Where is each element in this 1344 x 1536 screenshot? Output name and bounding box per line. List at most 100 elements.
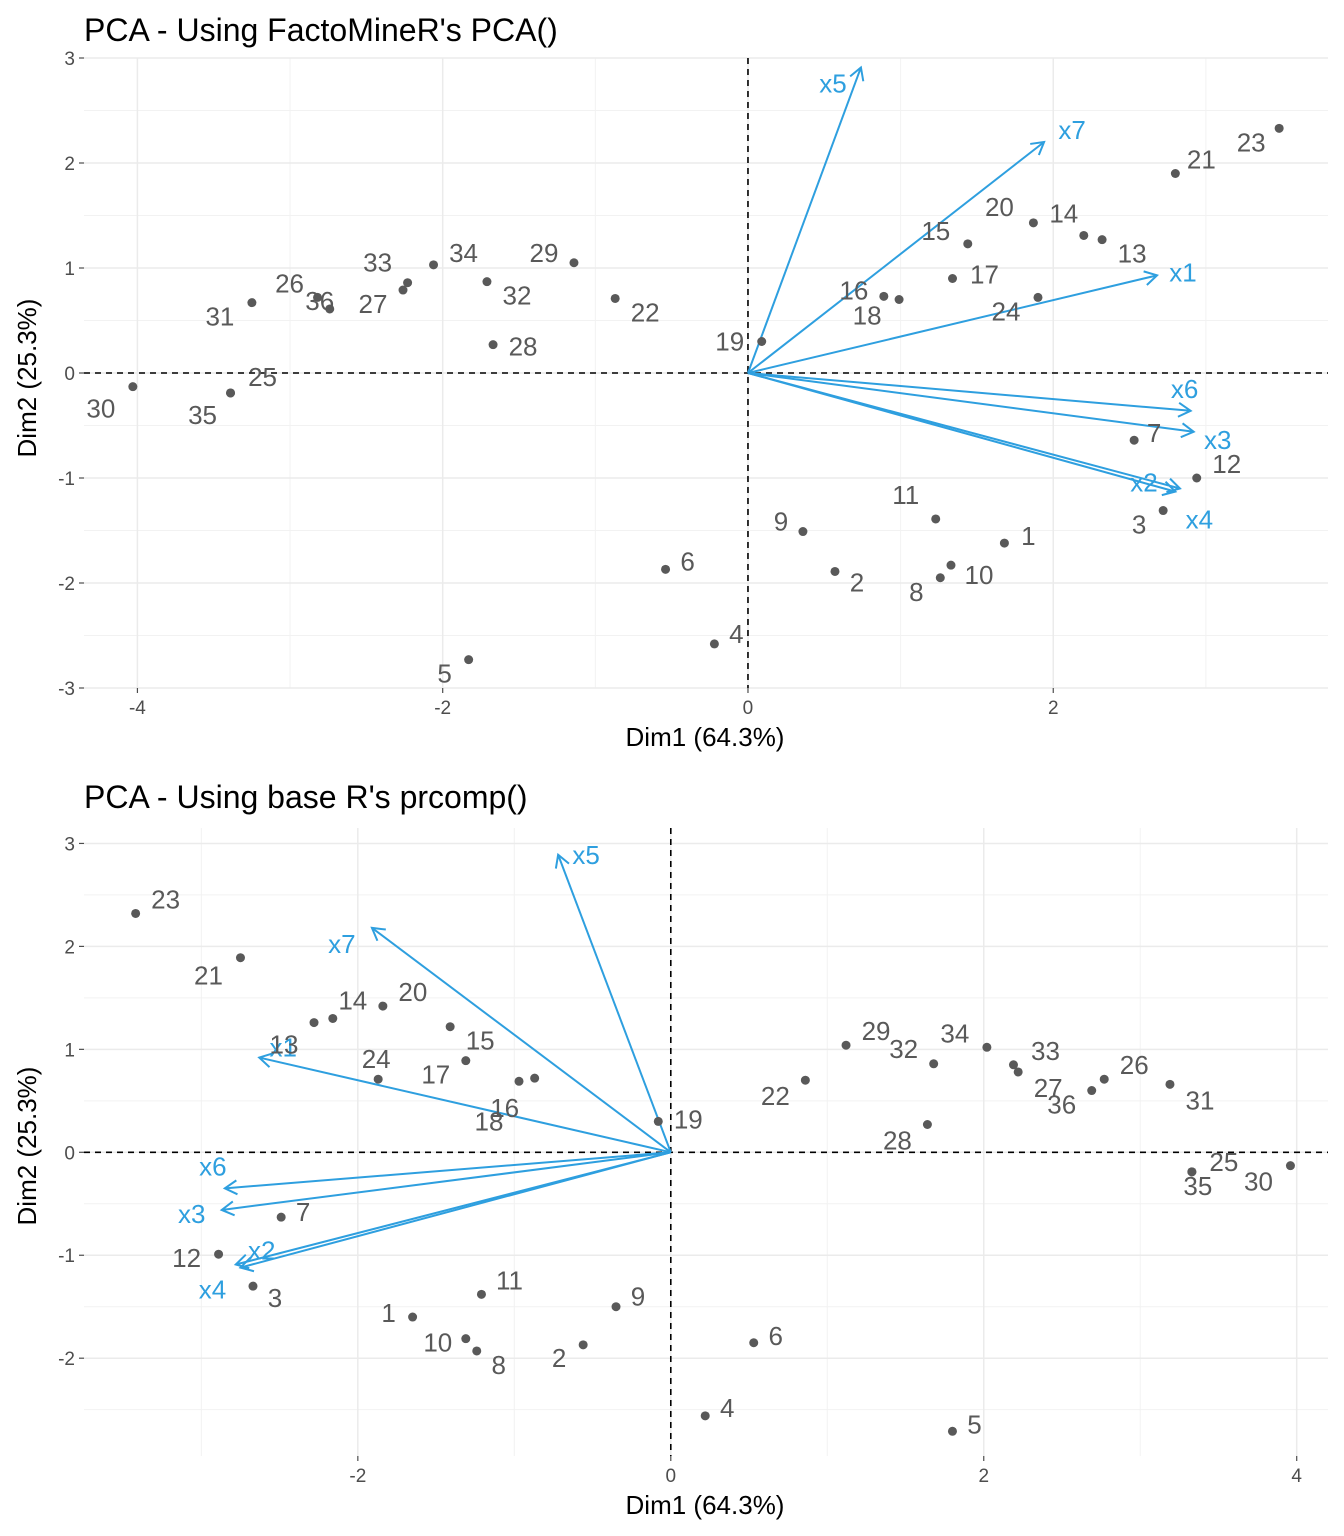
individual-label-30: 30 — [86, 394, 115, 424]
individual-label-22: 22 — [631, 297, 660, 327]
individual-label-34: 34 — [940, 1018, 969, 1048]
individual-point-21 — [1170, 169, 1180, 178]
individual-label-11: 11 — [892, 480, 919, 510]
variable-arrowhead-x6 — [222, 1179, 238, 1196]
individual-label-11: 11 — [496, 1265, 523, 1295]
chart-title: PCA - Using FactoMineR's PCA() — [84, 12, 558, 48]
individual-label-12: 12 — [172, 1243, 201, 1273]
individual-point-12 — [1192, 473, 1202, 483]
variable-arrow-x1 — [747, 274, 1158, 374]
variable-arrowhead-x3 — [219, 1200, 236, 1217]
individual-label-33: 33 — [1031, 1036, 1060, 1066]
individual-point-8 — [935, 573, 945, 583]
variable-label-x4: x4 — [199, 1275, 226, 1305]
variable-arrowhead-x5 — [554, 852, 570, 869]
y-axis-title: Dim2 (25.3%) — [12, 1067, 42, 1226]
variable-label-x5: x5 — [819, 68, 846, 98]
individual-point-28 — [922, 1119, 932, 1129]
individual-point-2 — [830, 566, 840, 576]
individual-point-9 — [798, 527, 808, 537]
individual-point-10 — [946, 560, 956, 570]
individual-label-31: 31 — [205, 302, 234, 332]
pca-panel-factominer: PCA - Using FactoMineR's PCA() x1x2x3x4x… — [12, 12, 1328, 752]
individual-label-20: 20 — [398, 977, 427, 1007]
individual-point-29 — [841, 1040, 851, 1050]
variable-arrow-x6 — [224, 1151, 671, 1190]
individual-label-13: 13 — [270, 1030, 299, 1060]
individual-label-29: 29 — [530, 238, 559, 268]
individual-point-4 — [709, 639, 719, 649]
y-tick-label: 2 — [64, 154, 75, 175]
individual-label-8: 8 — [492, 1350, 506, 1380]
individual-label-5: 5 — [967, 1409, 981, 1439]
individual-label-17: 17 — [970, 260, 999, 290]
individual-point-11 — [476, 1289, 486, 1299]
individual-label-6: 6 — [768, 1321, 782, 1351]
variable-arrowhead-x5 — [849, 65, 865, 82]
individual-point-13 — [1097, 235, 1107, 245]
individual-label-2: 2 — [552, 1343, 566, 1373]
individual-label-10: 10 — [423, 1328, 452, 1358]
individual-label-19: 19 — [674, 1104, 703, 1134]
y-tick-label: 2 — [64, 937, 75, 958]
variable-label-x7: x7 — [1058, 115, 1085, 145]
individual-point-11 — [931, 514, 941, 524]
individual-point-1 — [999, 538, 1009, 548]
variable-label-x3: x3 — [178, 1199, 205, 1229]
grid — [84, 828, 1328, 1456]
variable-arrowhead-x1 — [1143, 270, 1159, 286]
individual-point-30 — [128, 382, 138, 392]
individual-point-35 — [1187, 1167, 1197, 1177]
variable-label-x7: x7 — [328, 929, 355, 959]
x-tick-label: -2 — [349, 1466, 366, 1487]
individual-label-36: 36 — [305, 286, 334, 316]
individual-point-12 — [214, 1249, 224, 1259]
individual-label-25: 25 — [248, 362, 277, 392]
individual-point-19 — [757, 337, 767, 346]
individual-point-6 — [749, 1338, 759, 1348]
individual-label-9: 9 — [631, 1282, 645, 1312]
individual-label-19: 19 — [715, 327, 744, 357]
individual-point-31 — [1165, 1079, 1175, 1089]
individual-point-27 — [1013, 1067, 1023, 1077]
variable-arrowhead-x4 — [238, 1256, 255, 1273]
individual-point-20 — [1028, 218, 1038, 228]
individual-point-20 — [378, 1001, 388, 1011]
individual-point-1 — [408, 1312, 418, 1322]
individual-point-6 — [661, 564, 671, 574]
individual-label-16: 16 — [490, 1093, 519, 1123]
grid — [84, 57, 1328, 689]
individual-point-23 — [1274, 123, 1284, 133]
chart-title: PCA - Using base R's prcomp() — [84, 779, 528, 815]
individual-label-10: 10 — [965, 560, 994, 590]
individual-point-23 — [131, 908, 141, 918]
individual-label-14: 14 — [338, 985, 367, 1015]
individual-point-18 — [514, 1076, 524, 1086]
individual-label-36: 36 — [1047, 1090, 1076, 1120]
individual-point-22 — [800, 1075, 810, 1085]
individual-label-29: 29 — [862, 1016, 891, 1046]
x-tick-label: 2 — [978, 1466, 989, 1487]
y-axis-title: Dim2 (25.3%) — [12, 299, 42, 458]
y-tick-label: 3 — [64, 834, 75, 855]
individual-label-7: 7 — [296, 1197, 310, 1227]
individual-label-18: 18 — [475, 1106, 504, 1136]
individual-point-7 — [1129, 435, 1139, 445]
individual-point-30 — [1285, 1161, 1295, 1171]
individual-label-35: 35 — [188, 400, 217, 430]
y-tick-label: -3 — [58, 679, 75, 700]
individual-label-32: 32 — [503, 281, 532, 311]
individual-label-4: 4 — [720, 1393, 734, 1423]
reference-lines — [84, 828, 1328, 1456]
individual-label-27: 27 — [1034, 1073, 1063, 1103]
variable-arrowhead-x7 — [370, 926, 386, 942]
individual-point-19 — [653, 1116, 663, 1126]
variable-arrow-x6 — [747, 372, 1191, 412]
variable-label-x4: x4 — [1186, 505, 1213, 535]
individual-point-34 — [982, 1042, 992, 1052]
individual-point-21 — [235, 953, 245, 963]
individual-label-22: 22 — [761, 1081, 790, 1111]
individual-label-3: 3 — [1132, 510, 1146, 540]
individual-label-26: 26 — [275, 268, 304, 298]
